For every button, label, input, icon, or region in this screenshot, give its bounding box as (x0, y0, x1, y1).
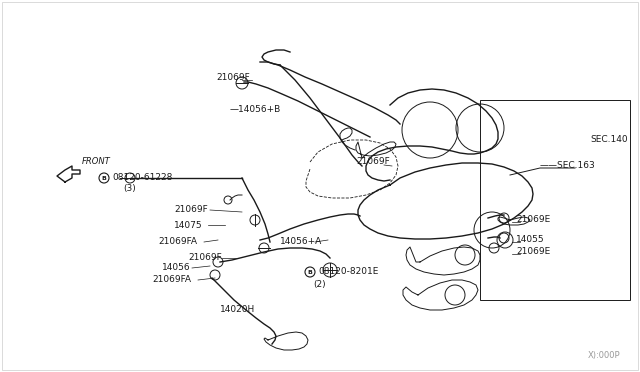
Text: 21069F: 21069F (188, 253, 221, 263)
Text: 08120-8201E: 08120-8201E (318, 267, 378, 276)
Text: 21069F: 21069F (356, 157, 390, 167)
Text: SEC.140: SEC.140 (590, 135, 628, 144)
Text: 14020H: 14020H (220, 305, 255, 314)
Text: 14075: 14075 (174, 221, 203, 230)
Text: —14056+B: —14056+B (230, 106, 281, 115)
Bar (480, 100, 630, 300)
Text: B: B (308, 269, 312, 275)
Text: 21069FA: 21069FA (158, 237, 197, 247)
Text: X):000P: X):000P (588, 351, 620, 360)
Text: 14056+A: 14056+A (280, 237, 323, 247)
Text: ——SEC.163: ——SEC.163 (540, 160, 596, 170)
Text: 21069E: 21069E (516, 247, 550, 257)
Polygon shape (57, 166, 80, 182)
Text: 21069F: 21069F (174, 205, 208, 215)
Text: (3): (3) (124, 183, 136, 192)
Text: (2): (2) (314, 279, 326, 289)
Text: 21069E: 21069E (516, 215, 550, 224)
Text: 14056: 14056 (162, 263, 191, 273)
Text: 14055: 14055 (516, 235, 545, 244)
Text: FRONT: FRONT (82, 157, 111, 167)
Text: 08120-61228: 08120-61228 (112, 173, 172, 183)
Text: B: B (102, 176, 106, 180)
Text: 21069FA: 21069FA (152, 276, 191, 285)
Text: 21069F: 21069F (216, 74, 250, 83)
